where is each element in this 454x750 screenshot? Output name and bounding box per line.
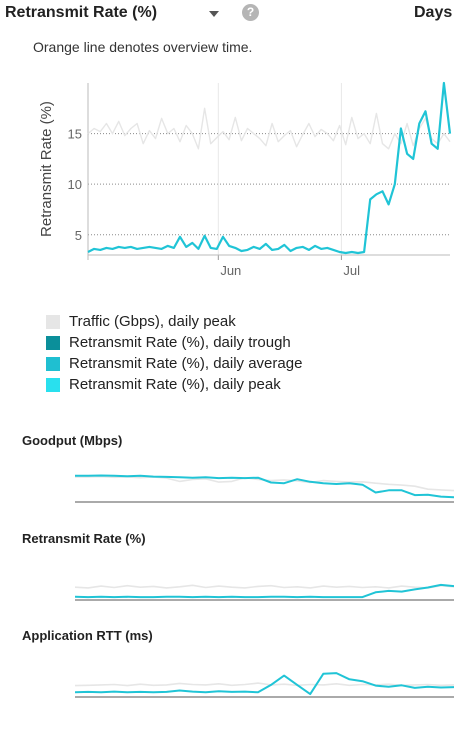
retransmit-rate-chart: 5 10 15 Jun Jul Retransmit Rate (%) — [38, 81, 452, 278]
legend-swatch-peak — [46, 377, 60, 392]
time-range-selector[interactable]: Days — [414, 4, 453, 21]
series-line-3 — [87, 81, 452, 255]
chart-legend: Traffic (Gbps), daily peak Retransmit Ra… — [46, 311, 302, 395]
y-axis-label: Retransmit Rate (%) — [38, 101, 55, 237]
rtt-sparkline[interactable] — [75, 657, 454, 699]
sparkline-series-1 — [75, 583, 454, 599]
chevron-down-icon[interactable] — [207, 9, 221, 19]
legend-swatch-traffic — [46, 314, 60, 329]
x-tick-label: Jun — [220, 263, 241, 278]
sparkline-series-0 — [75, 475, 454, 492]
y-tick-label: 10 — [68, 177, 82, 192]
series-line-0 — [87, 107, 451, 150]
goodput-title: Goodput (Mbps) — [22, 433, 123, 448]
page-title: Retransmit Rate (%) — [5, 4, 158, 21]
legend-label: Retransmit Rate (%), daily peak — [69, 376, 281, 393]
y-tick-label: 15 — [68, 127, 82, 142]
goodput-sparkline[interactable] — [75, 462, 454, 504]
retransmit-sparkline[interactable] — [75, 560, 454, 602]
help-icon[interactable]: ? — [242, 4, 259, 21]
y-tick-label: 5 — [75, 228, 82, 243]
legend-item-peak[interactable]: Retransmit Rate (%), daily peak — [46, 374, 302, 395]
x-tick-label: Jul — [343, 263, 360, 278]
legend-label: Retransmit Rate (%), daily trough — [69, 334, 291, 351]
sparkline-series-1 — [75, 474, 454, 499]
legend-swatch-average — [46, 356, 60, 371]
legend-item-average[interactable]: Retransmit Rate (%), daily average — [46, 353, 302, 374]
sparkline-series-0 — [75, 682, 454, 687]
legend-label: Retransmit Rate (%), daily average — [69, 355, 303, 372]
chart-note: Orange line denotes overview time. — [33, 39, 253, 55]
legend-item-trough[interactable]: Retransmit Rate (%), daily trough — [46, 332, 302, 353]
legend-swatch-trough — [46, 335, 60, 350]
retransmit-title: Retransmit Rate (%) — [22, 531, 146, 546]
rtt-title: Application RTT (ms) — [22, 628, 153, 643]
sparkline-series-1 — [75, 672, 454, 696]
header: Retransmit Rate (%) ? Days — [0, 0, 454, 30]
legend-label: Traffic (Gbps), daily peak — [69, 313, 236, 330]
sparkline-series-0 — [75, 584, 454, 589]
legend-item-traffic[interactable]: Traffic (Gbps), daily peak — [46, 311, 302, 332]
